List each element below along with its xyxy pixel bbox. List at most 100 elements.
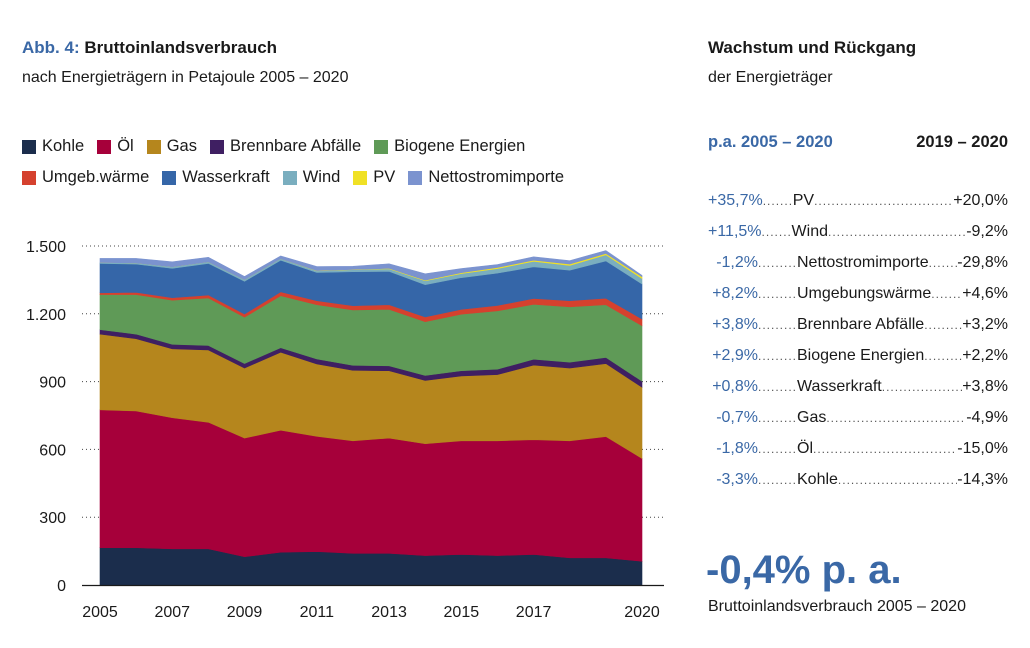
legend-item: Öl <box>97 137 134 156</box>
growth-2019-2020-value: +20,0% <box>953 192 1008 209</box>
energy-carrier-name: Öl <box>797 440 813 457</box>
chart-title: Abb. 4: Bruttoinlandsverbrauch <box>22 38 277 58</box>
legend-item: Brennbare Abfälle <box>209 137 362 156</box>
legend-label: Biogene Energien <box>394 137 526 155</box>
legend-label: Umgeb.wärme <box>42 168 150 186</box>
legend-swatch <box>353 170 368 185</box>
growth-pa-value: +2,9% <box>712 347 758 364</box>
y-tick-label: 1.200 <box>26 307 66 324</box>
leader-dots <box>758 349 797 363</box>
chart-subtitle: nach Energieträgern in Petajoule 2005 – … <box>22 69 349 86</box>
legend-swatch <box>162 170 177 185</box>
growth-row: +3,8% Brennbare Abfälle +3,2% <box>708 316 1008 347</box>
leader-dots <box>929 256 958 270</box>
x-tick-label: 2020 <box>624 604 660 621</box>
legend-item: Wind <box>282 168 340 187</box>
leader-dots <box>882 380 962 394</box>
y-tick-label: 300 <box>39 510 66 527</box>
legend-item: Umgeb.wärme <box>22 168 149 187</box>
legend-item: Biogene Energien <box>374 137 525 156</box>
leader-dots <box>826 411 966 425</box>
growth-row: -3,3% Kohle -14,3% <box>708 471 1008 502</box>
growth-row: +35,7% PV +20,0% <box>708 192 1008 223</box>
area-series <box>99 250 643 586</box>
chart-legend: Kohle Öl Gas Brennbare Abfälle Biogene Energ… <box>22 131 702 193</box>
growth-2019-2020-value: +4,6% <box>962 285 1008 302</box>
headline-growth-caption: Bruttoinlandsverbrauch 2005 – 2020 <box>708 598 966 615</box>
x-tick-label: 2009 <box>227 604 263 621</box>
leader-dots <box>931 287 962 301</box>
growth-2019-2020-value: -14,3% <box>957 471 1008 488</box>
legend-label: Nettostromimporte <box>428 168 565 186</box>
energy-carrier-name: Nettostromimporte <box>797 254 929 271</box>
growth-2019-2020-value: -15,0% <box>957 440 1008 457</box>
growth-row: +0,8% Wasserkraft +3,8% <box>708 378 1008 409</box>
leader-dots <box>813 442 957 456</box>
legend-swatch <box>282 170 297 185</box>
leader-dots <box>758 287 797 301</box>
leader-dots <box>814 194 953 208</box>
legend-label: Öl <box>117 137 134 155</box>
growth-pa-value: -1,2% <box>716 254 758 271</box>
growth-2019-2020-value: -4,9% <box>966 409 1008 426</box>
headline-growth-value: -0,4% p. a. <box>706 548 902 592</box>
leader-dots <box>838 473 957 487</box>
legend-item: Wasserkraft <box>162 168 270 187</box>
legend-item: Gas <box>146 137 197 156</box>
axes: 0 300 600 900 1.200 1.500 2005 2007 2009 2011 2013… <box>26 239 664 621</box>
legend-label: Kohle <box>42 137 85 155</box>
legend-swatch <box>22 170 36 185</box>
growth-pa-value: -0,7% <box>716 409 758 426</box>
leader-dots <box>924 318 962 332</box>
growth-row: +8,2% Umgebungswärme +4,6% <box>708 285 1008 316</box>
leader-dots <box>763 194 793 208</box>
energy-carrier-name: Brennbare Abfälle <box>797 316 925 333</box>
leader-dots <box>758 256 797 270</box>
x-tick-label: 2015 <box>444 604 480 621</box>
growth-pa-value: +35,7% <box>708 192 763 209</box>
leader-dots <box>924 349 962 363</box>
growth-row: +11,5% Wind -9,2% <box>708 223 1008 254</box>
legend-swatch <box>97 139 112 154</box>
energy-carrier-name: PV <box>792 192 815 209</box>
energy-carrier-name: Wasserkraft <box>797 378 882 395</box>
growth-2019-2020-value: +2,2% <box>962 347 1008 364</box>
growth-2019-2020-value: -29,8% <box>957 254 1008 271</box>
energy-carrier-name: Umgebungswärme <box>797 285 932 302</box>
area-nettostromimporte <box>99 250 643 281</box>
y-tick-label: 600 <box>39 442 66 459</box>
legend-row: Umgeb.wärme Wasserkraft Wind PV Nettostromim… <box>22 162 702 193</box>
energy-carrier-name: Biogene Energien <box>797 347 925 364</box>
legend-item: Kohle <box>22 137 84 156</box>
x-tick-label: 2005 <box>82 604 118 621</box>
energy-carrier-name: Wind <box>791 223 828 240</box>
legend-label: Gas <box>166 137 197 155</box>
legend-label: Wasserkraft <box>182 168 270 186</box>
y-tick-label: 900 <box>39 375 66 392</box>
leader-dots <box>758 411 797 425</box>
growth-pa-value: +11,5% <box>708 223 762 240</box>
leader-dots <box>828 225 966 239</box>
growth-panel-subtitle: der Energieträger <box>708 69 833 86</box>
growth-pa-value: -1,8% <box>716 440 758 457</box>
growth-row: -0,7% Gas -4,9% <box>708 409 1008 440</box>
leader-dots <box>758 380 797 394</box>
figure-number: Abb. 4: <box>22 38 80 57</box>
growth-pa-value: +3,8% <box>712 316 758 333</box>
y-tick-label: 1.500 <box>26 239 66 256</box>
legend-swatch <box>22 139 36 154</box>
x-tick-label: 2007 <box>154 604 190 621</box>
energy-carrier-name: Kohle <box>797 471 838 488</box>
legend-label: Brennbare Abfälle <box>229 137 362 155</box>
energy-carrier-name: Gas <box>797 409 827 426</box>
growth-col-header-pa: p.a. 2005 – 2020 <box>708 133 833 151</box>
growth-table: +35,7% PV +20,0% +11,5% Wind -9,2% -1,2% Nettos… <box>708 192 1008 502</box>
growth-col-header-2019-2020: 2019 – 2020 <box>916 133 1008 151</box>
figure-title: Bruttoinlandsverbrauch <box>84 38 278 57</box>
growth-row: +2,9% Biogene Energien +2,2% <box>708 347 1008 378</box>
growth-pa-value: -3,3% <box>716 471 758 488</box>
growth-row: -1,2% Nettostromimporte -29,8% <box>708 254 1008 285</box>
leader-dots <box>762 225 792 239</box>
growth-panel-title: Wachstum und Rückgang <box>708 38 917 57</box>
legend-swatch <box>209 139 224 154</box>
